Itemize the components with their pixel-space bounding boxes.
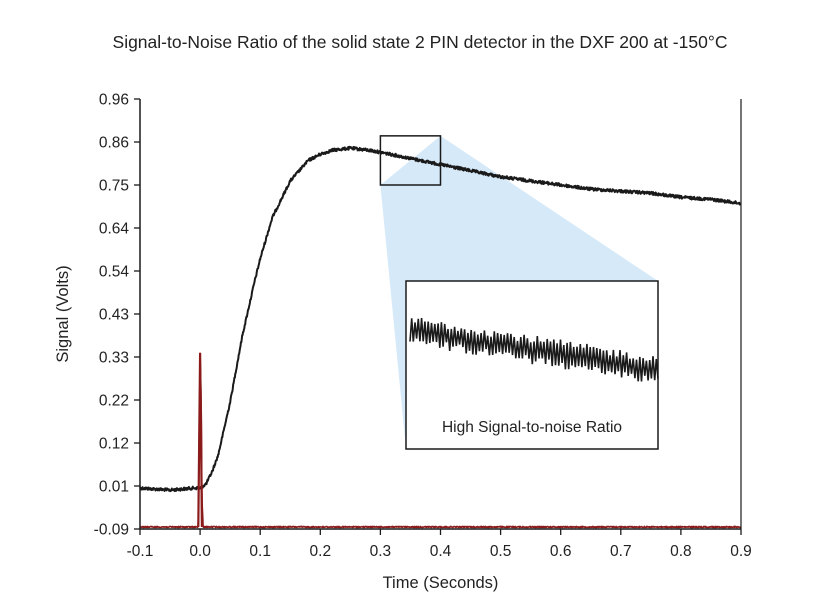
x-tick-label: 0.6	[550, 543, 572, 560]
x-axis-title: Time (Seconds)	[383, 574, 499, 592]
x-tick-label: 0.8	[670, 543, 692, 560]
y-tick-label: 0.86	[99, 135, 129, 152]
y-tick-label: 0.54	[99, 264, 130, 281]
y-axis-title: Signal (Volts)	[54, 265, 72, 362]
inset-annotation: High Signal-to-noise Ratio	[442, 419, 622, 436]
inset-noise-trace	[409, 317, 659, 382]
x-tick-label: 0.7	[610, 543, 632, 560]
x-tick-label: 0.4	[430, 543, 452, 560]
y-tick-label: 0.33	[99, 350, 129, 367]
baseline-series-line	[139, 352, 742, 529]
y-tick-label: 0.64	[99, 221, 130, 238]
y-tick-label: 0.01	[99, 479, 129, 496]
y-ticks: 0.96 0.86 0.75 0.64 0.54 0.43 0.33 0.22 0.12 0.01…	[94, 92, 140, 539]
x-tick-label: 0.9	[730, 543, 752, 560]
x-tick-label: 0.0	[189, 543, 211, 560]
y-tick-label: 0.22	[99, 393, 129, 410]
y-tick-label: 0.12	[99, 436, 129, 453]
y-tick-label: -0.09	[94, 522, 129, 539]
zoom-box	[379, 135, 442, 186]
x-tick-label: 0.3	[370, 543, 392, 560]
x-ticks: -0.1 0.0 0.1 0.2 0.3 0.4 0.5 0.6 0.7 0.8 0.9	[127, 529, 752, 560]
x-tick-label: 0.5	[490, 543, 512, 560]
x-tick-label: -0.1	[127, 543, 154, 560]
chart-title: Signal-to-Noise Ratio of the solid state…	[112, 32, 728, 52]
y-tick-label: 0.75	[99, 178, 129, 195]
y-tick-label: 0.43	[99, 307, 129, 324]
y-tick-label: 0.96	[99, 92, 129, 109]
x-tick-label: 0.1	[249, 543, 271, 560]
x-tick-label: 0.2	[310, 543, 332, 560]
